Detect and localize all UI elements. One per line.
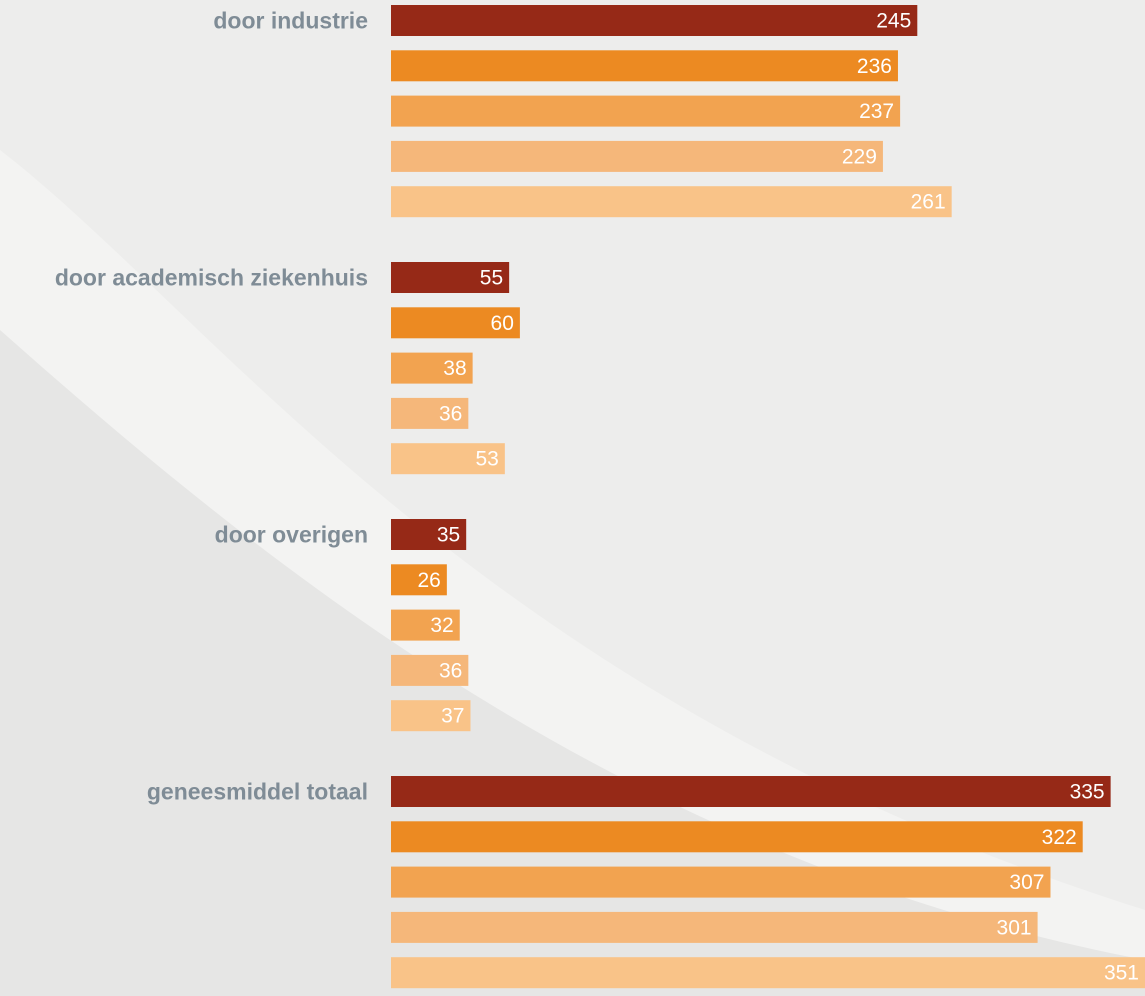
bar <box>391 5 918 36</box>
bar <box>391 911 1038 943</box>
bar-value-label: 301 <box>997 916 1032 939</box>
category-label: geneesmiddel totaal <box>147 779 368 805</box>
category-label: door academisch ziekenhuis <box>55 265 368 291</box>
bar-value-label: 26 <box>417 569 440 592</box>
bar <box>391 352 473 384</box>
bar-value-label: 229 <box>842 145 877 168</box>
bar <box>391 776 1111 807</box>
bar-value-label: 36 <box>439 659 462 682</box>
bar <box>391 821 1083 853</box>
category-label: door industrie <box>213 8 368 34</box>
bar <box>391 95 901 127</box>
bar-value-label: 35 <box>437 524 460 547</box>
bar <box>391 140 883 172</box>
bar <box>391 700 471 732</box>
bar-value-label: 335 <box>1070 781 1105 804</box>
bar <box>391 443 505 475</box>
bar-value-label: 261 <box>911 191 946 214</box>
bar <box>391 519 467 550</box>
bar <box>391 957 1145 989</box>
bar-value-label: 351 <box>1104 962 1139 985</box>
bar-value-label: 53 <box>475 448 498 471</box>
bar-value-label: 237 <box>859 100 894 123</box>
bar <box>391 262 510 293</box>
bar-value-label: 245 <box>876 10 911 33</box>
bar <box>391 397 469 429</box>
bar-value-label: 60 <box>491 312 514 335</box>
bar-value-label: 322 <box>1042 826 1077 849</box>
background-swoosh-shade <box>0 330 1145 996</box>
bar <box>391 866 1051 898</box>
bar <box>391 654 469 686</box>
bar <box>391 186 952 218</box>
bar <box>391 50 898 82</box>
bar-value-label: 307 <box>1009 871 1044 894</box>
bar-value-label: 32 <box>430 614 453 637</box>
bar-value-label: 36 <box>439 402 462 425</box>
bar <box>391 609 460 641</box>
bar-value-label: 38 <box>443 357 466 380</box>
bar <box>391 307 520 339</box>
category-label: door overigen <box>215 522 368 548</box>
bar-value-label: 236 <box>857 55 892 78</box>
bar <box>391 564 447 596</box>
bar-value-label: 55 <box>480 267 503 290</box>
bar-value-label: 37 <box>441 705 464 728</box>
